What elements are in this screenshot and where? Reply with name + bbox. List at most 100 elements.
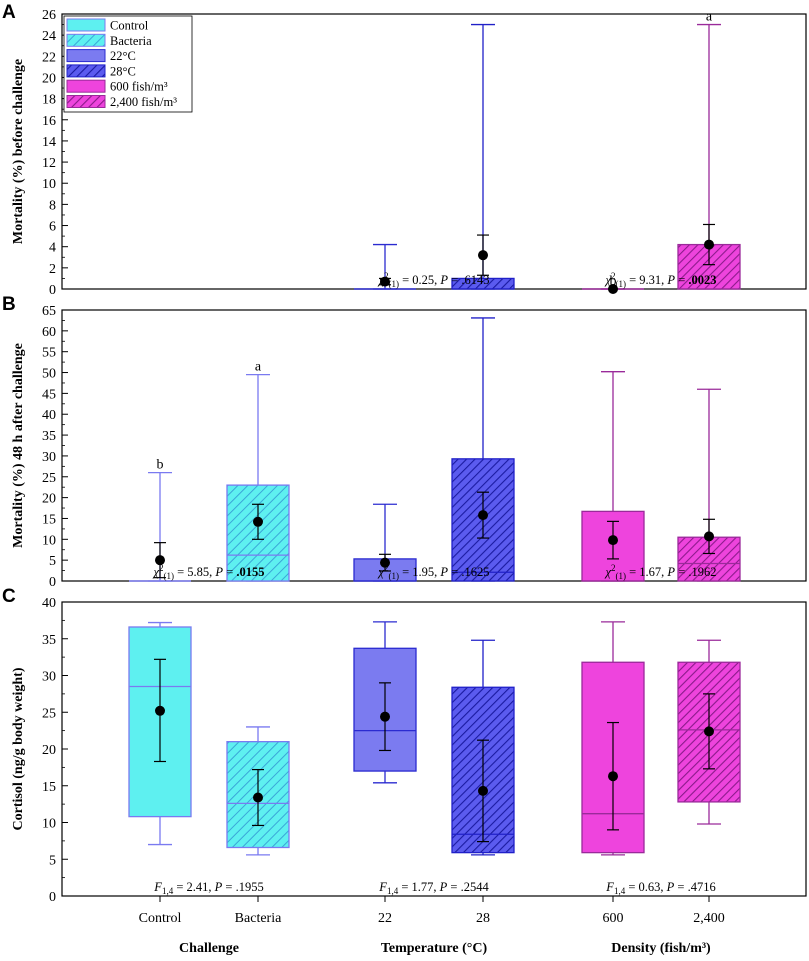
mean-point	[608, 771, 618, 782]
legend-swatch	[66, 33, 106, 47]
stat-annotation: χ2(1) = 1.95, P = .1625	[377, 563, 489, 581]
y-tick-label: 10	[42, 177, 56, 192]
panel-letter: A	[2, 2, 16, 23]
mean-point	[380, 557, 390, 568]
legend-label: 22°C	[110, 49, 136, 63]
y-tick-label: 26	[42, 8, 56, 23]
x-tick-label: 28	[476, 911, 490, 926]
stat-annotation: F1,4 = 1.77, P = .2544	[378, 880, 489, 896]
y-tick-label: 22	[42, 50, 56, 65]
mean-point	[704, 726, 714, 737]
y-tick-label: 2	[49, 262, 56, 277]
stat-annotation: χ2(1) = 1.67, P = .1962	[604, 563, 716, 581]
legend-label: 600 fish/m³	[110, 80, 168, 94]
stat-annotation: F1,4 = 0.63, P = .4716	[605, 880, 715, 896]
legend-swatch	[66, 95, 106, 108]
mean-point	[608, 284, 618, 294]
y-tick-label: 8	[49, 198, 56, 213]
panel-letter: B	[2, 294, 16, 315]
significance-letter: a	[706, 10, 713, 25]
panel-b: B 0 5 10 15 20 25 30 35 40 45 50 55 60 65 Mortality (%)…	[2, 294, 807, 590]
legend-swatch	[66, 79, 106, 93]
mean-point	[253, 792, 263, 803]
y-tick-label: 20	[42, 743, 56, 758]
box-600: b	[582, 274, 644, 294]
box-control	[128, 621, 192, 846]
significance-letter: a	[255, 360, 262, 375]
y-axis-label: Mortality (%) before challenge	[11, 59, 26, 244]
y-tick-label: 25	[42, 471, 56, 486]
box-2400	[677, 639, 741, 825]
y-tick-label: 10	[42, 533, 56, 548]
y-tick-label: 60	[42, 325, 56, 340]
x-tick-label: Bacteria	[235, 911, 282, 926]
x-tick-label: 600	[603, 911, 624, 926]
x-tick-label: Control	[139, 911, 182, 926]
y-tick-label: 15	[42, 780, 56, 795]
box-28	[451, 23, 515, 290]
mean-point	[478, 250, 488, 261]
y-tick-label: 24	[42, 29, 56, 44]
y-tick-label: 55	[42, 346, 56, 361]
y-tick-label: 65	[42, 304, 56, 319]
x-tick-label: 22	[378, 911, 392, 926]
mean-point	[155, 555, 165, 566]
y-tick-label: 15	[42, 512, 56, 527]
y-tick-label: 50	[42, 367, 56, 382]
mean-point	[704, 531, 714, 542]
box-bacteria: a	[226, 360, 290, 582]
box-600	[581, 621, 645, 856]
box-28	[451, 317, 515, 582]
stat-annotation: χ2(1) = 0.25, P = .6143	[377, 271, 489, 289]
y-tick-label: 16	[42, 114, 56, 129]
box-2400	[677, 388, 741, 582]
legend-swatch	[66, 49, 106, 63]
legend-label: 2,400 fish/m³	[110, 95, 177, 109]
y-tick-label: 0	[49, 890, 56, 905]
panel-c: C 0 5 10 15 20 25 30 35 40 Cortisol (ng/g body wei…	[2, 586, 807, 905]
box-600	[581, 371, 645, 582]
legend-label: Bacteria	[110, 34, 152, 48]
significance-letter: b	[157, 458, 164, 473]
box-bacteria	[226, 726, 290, 856]
y-tick-label: 18	[42, 93, 56, 108]
y-tick-label: 4	[49, 241, 56, 256]
y-tick-label: 14	[42, 135, 56, 150]
box-22	[353, 621, 417, 784]
y-tick-label: 10	[42, 817, 56, 832]
x-group-label: Temperature (°C)	[381, 941, 488, 956]
y-tick-label: 6	[49, 220, 56, 235]
y-tick-label: 40	[42, 408, 56, 423]
mean-point	[380, 711, 390, 722]
stat-annotation: χ2(1) = 5.85, P = .0155	[152, 563, 264, 581]
y-tick-label: 25	[42, 706, 56, 721]
box-2400: a	[677, 10, 741, 290]
y-tick-label: 35	[42, 429, 56, 444]
legend-swatch	[66, 64, 106, 78]
mean-point	[253, 516, 263, 527]
stat-annotation: χ2(1) = 9.31, P = .0023	[604, 271, 716, 289]
significance-letter: b	[610, 274, 617, 289]
stat-annotation: F1,4 = 2.41, P = .1955	[153, 880, 263, 896]
y-tick-label: 35	[42, 633, 56, 648]
legend-label: Control	[110, 19, 149, 33]
legend-swatch	[66, 18, 106, 32]
y-tick-label: 20	[42, 71, 56, 86]
mean-point	[155, 705, 165, 716]
y-axis-label: Cortisol (ng/g body weight)	[11, 667, 26, 830]
mean-point	[478, 510, 488, 521]
x-group-label: Challenge	[179, 941, 239, 956]
y-tick-label: 12	[42, 156, 56, 171]
mean-point	[478, 785, 488, 796]
y-tick-label: 45	[42, 387, 56, 402]
mean-point	[608, 535, 618, 546]
y-tick-label: 40	[42, 596, 56, 611]
box-22	[354, 243, 416, 290]
box-22	[353, 503, 417, 582]
y-axis-label: Mortality (%) 48 h after challenge	[11, 343, 26, 548]
box-control: b	[129, 458, 191, 582]
y-tick-label: 5	[49, 853, 56, 868]
